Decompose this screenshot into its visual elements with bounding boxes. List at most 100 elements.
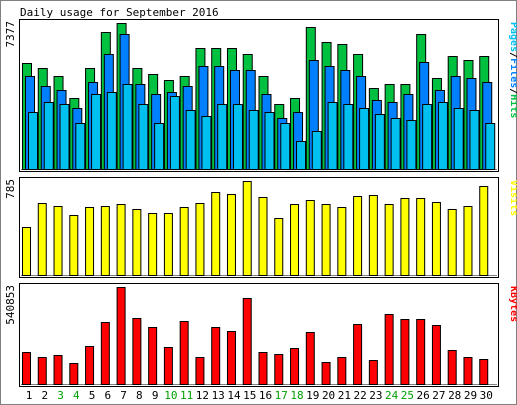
bar-kbytes-day-29 [463,357,473,385]
x-tick-label-day-30: 30 [480,389,493,402]
bar-pages-day-10 [169,96,180,170]
x-tick-label-day-6: 6 [105,389,112,402]
bar-visits-day-11 [179,207,189,276]
x-tick-label-day-21: 21 [338,389,351,402]
bar-kbytes-day-2 [37,357,47,385]
bar-visits-day-14 [226,194,236,276]
bar-kbytes-day-19 [305,332,315,385]
x-tick-label-day-15: 15 [243,389,256,402]
x-tick-label-day-8: 8 [136,389,143,402]
x-tick-label-day-12: 12 [196,389,209,402]
bar-pages-day-9 [154,123,165,170]
y-axis-label-part: Pages [508,22,517,52]
chart-title: Daily usage for September 2016 [20,6,219,19]
bar-pages-day-6 [106,92,117,170]
panel-3: 540853 KBytes [4,283,517,387]
panel-frame [19,177,499,278]
bar-visits-day-9 [148,213,158,276]
x-tick-label-day-7: 7 [120,389,127,402]
bar-kbytes-day-22 [353,324,363,385]
bar-kbytes-day-17 [274,354,284,385]
bar-visits-day-27 [431,202,441,276]
bar-pages-day-8 [138,104,149,170]
x-tick-label-day-26: 26 [417,389,430,402]
bar-visits-day-21 [337,207,347,276]
bar-pages-day-29 [469,110,480,170]
bar-kbytes-day-30 [479,359,489,385]
x-tick-label-day-28: 28 [448,389,461,402]
x-tick-label-day-18: 18 [290,389,303,402]
panel-frame [19,283,499,387]
bar-pages-day-4 [75,123,86,170]
bar-kbytes-day-27 [431,325,441,385]
x-tick-label-day-4: 4 [73,389,80,402]
bar-pages-day-22 [359,108,370,170]
bar-pages-day-19 [311,131,322,170]
bar-pages-day-3 [59,104,70,170]
panel-frame [19,19,499,172]
x-tick-label-day-22: 22 [353,389,366,402]
bar-pages-day-23 [374,114,385,170]
bar-pages-day-5 [91,94,102,170]
bar-visits-day-8 [132,209,142,276]
bar-visits-day-23 [368,195,378,276]
y-axis-label: Pages/Files/Hits [508,22,517,118]
bar-visits-day-19 [305,200,315,276]
bar-kbytes-day-20 [321,362,331,385]
bar-visits-day-15 [242,181,252,276]
bar-kbytes-day-18 [290,348,300,385]
bar-pages-day-28 [453,108,464,170]
bar-visits-day-2 [37,203,47,276]
bar-visits-day-1 [22,227,31,276]
bar-kbytes-day-8 [132,318,142,385]
bar-kbytes-day-9 [148,327,158,385]
bar-pages-day-20 [327,102,338,170]
bar-kbytes-day-7 [116,287,126,385]
bar-kbytes-day-25 [400,319,410,385]
bar-visits-day-6 [100,206,110,276]
x-tick-label-day-19: 19 [306,389,319,402]
bar-visits-day-12 [195,203,205,276]
bar-pages-day-15 [248,110,259,170]
x-tick-label-day-17: 17 [275,389,288,402]
bar-kbytes-day-24 [384,314,394,385]
x-tick-label-day-29: 29 [464,389,477,402]
x-tick-label-day-27: 27 [432,389,445,402]
chart-panels: 7377Pages/Files/Hits785Visits540853KByte… [4,19,517,387]
x-tick-label-day-1: 1 [26,389,33,402]
bar-kbytes-day-3 [53,355,63,385]
x-tick-label-day-14: 14 [227,389,241,402]
bar-visits-day-17 [274,218,284,276]
x-tick-label-day-20: 20 [322,389,335,402]
panel-2: 785 Visits [4,177,517,278]
x-tick-label-day-24: 24 [385,389,399,402]
x-tick-label-day-2: 2 [41,389,48,402]
bar-kbytes-day-16 [258,352,268,385]
x-tick-label-day-9: 9 [152,389,159,402]
bar-kbytes-day-6 [100,322,110,385]
y-axis-label: KBytes [508,286,517,322]
x-tick-label-day-25: 25 [401,389,414,402]
bar-visits-day-28 [447,209,457,276]
y-axis-label-part: / [508,88,517,94]
y-axis-label-part: Files [508,58,517,88]
bar-pages-day-11 [185,110,196,170]
x-tick-label-day-13: 13 [212,389,225,402]
bar-visits-day-10 [163,213,173,276]
x-tick-label-day-16: 16 [259,389,272,402]
bar-pages-day-2 [43,102,54,170]
bar-visits-day-3 [53,206,63,276]
bar-visits-day-20 [321,204,331,276]
bar-visits-day-22 [353,196,363,276]
y-max-label: 7377 [4,21,17,48]
bar-kbytes-day-15 [242,298,252,385]
bar-visits-day-7 [116,204,126,276]
bar-kbytes-day-4 [69,363,79,385]
x-axis-day-labels: 1 2 3 4 5 6 7 8 9 10 11 12 13 14 15 16 17 18 19 20 21 22 23 24 2… [26,389,493,402]
bar-kbytes-day-23 [368,360,378,385]
x-tick-label-day-11: 11 [180,389,193,402]
bar-kbytes-day-28 [447,350,457,385]
bar-visits-day-18 [290,204,300,276]
bar-pages-day-7 [122,84,133,170]
bar-visits-day-4 [69,215,79,276]
